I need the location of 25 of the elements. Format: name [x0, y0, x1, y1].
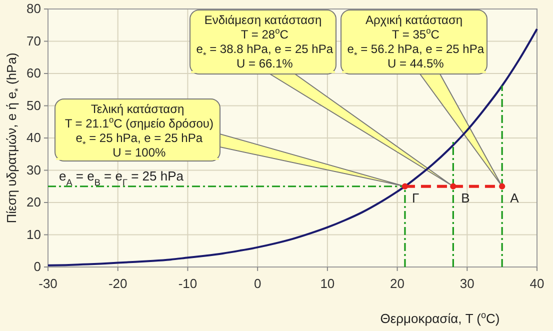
annotation: B — [461, 190, 470, 206]
y-tick-label: 50 — [26, 98, 41, 113]
x-tick-label: -30 — [38, 276, 58, 292]
text: Ενδιάμεση κατάσταση T = 28$^{o}$C e$_{*}$ = 38.8 hPa, e = 25 hPa U = 66.1% — [196, 13, 334, 70]
x-tick-label: 30 — [460, 276, 474, 292]
x-tick-label: 0 — [254, 276, 262, 292]
x-tick-label: 40 — [530, 276, 544, 292]
y-tick-label: 80 — [26, 1, 41, 16]
y-tick-label: 70 — [26, 33, 41, 48]
text: Τελική κατάσταση T = 21.1$^{o}$C (σημείο δρόσου) e$_{*}$ = 25 hPa, e = 25 hPa U = 100% — [64, 102, 214, 160]
y-tick-label: 30 — [26, 162, 41, 178]
y-tick-label: 60 — [26, 66, 41, 81]
text: Αρχική κατάσταση T = 35$^{o}$C e$_{*}$ = 56.2 hPa, e = 25 hPa U = 44.5% — [347, 13, 484, 70]
annotation: e$_{A}$ = e$_{B}$ = e$_{Γ}$ = 25 hPa — [58, 168, 184, 188]
y-tick-label: 0 — [34, 259, 41, 274]
x-tick-label: -20 — [108, 276, 128, 292]
x-tick-label: -10 — [178, 276, 198, 292]
annotation: A — [510, 190, 520, 206]
x-tick-label: 20 — [390, 276, 405, 292]
x-tick-label: 10 — [320, 276, 335, 292]
x-axis-title: Θερμοκρασία, T ($^{o}$C) — [380, 310, 500, 326]
y-tick-label: 40 — [26, 130, 41, 146]
y-tick-label: 20 — [26, 194, 41, 210]
annotation: Γ — [412, 190, 420, 206]
y-tick-label: 10 — [26, 226, 41, 242]
